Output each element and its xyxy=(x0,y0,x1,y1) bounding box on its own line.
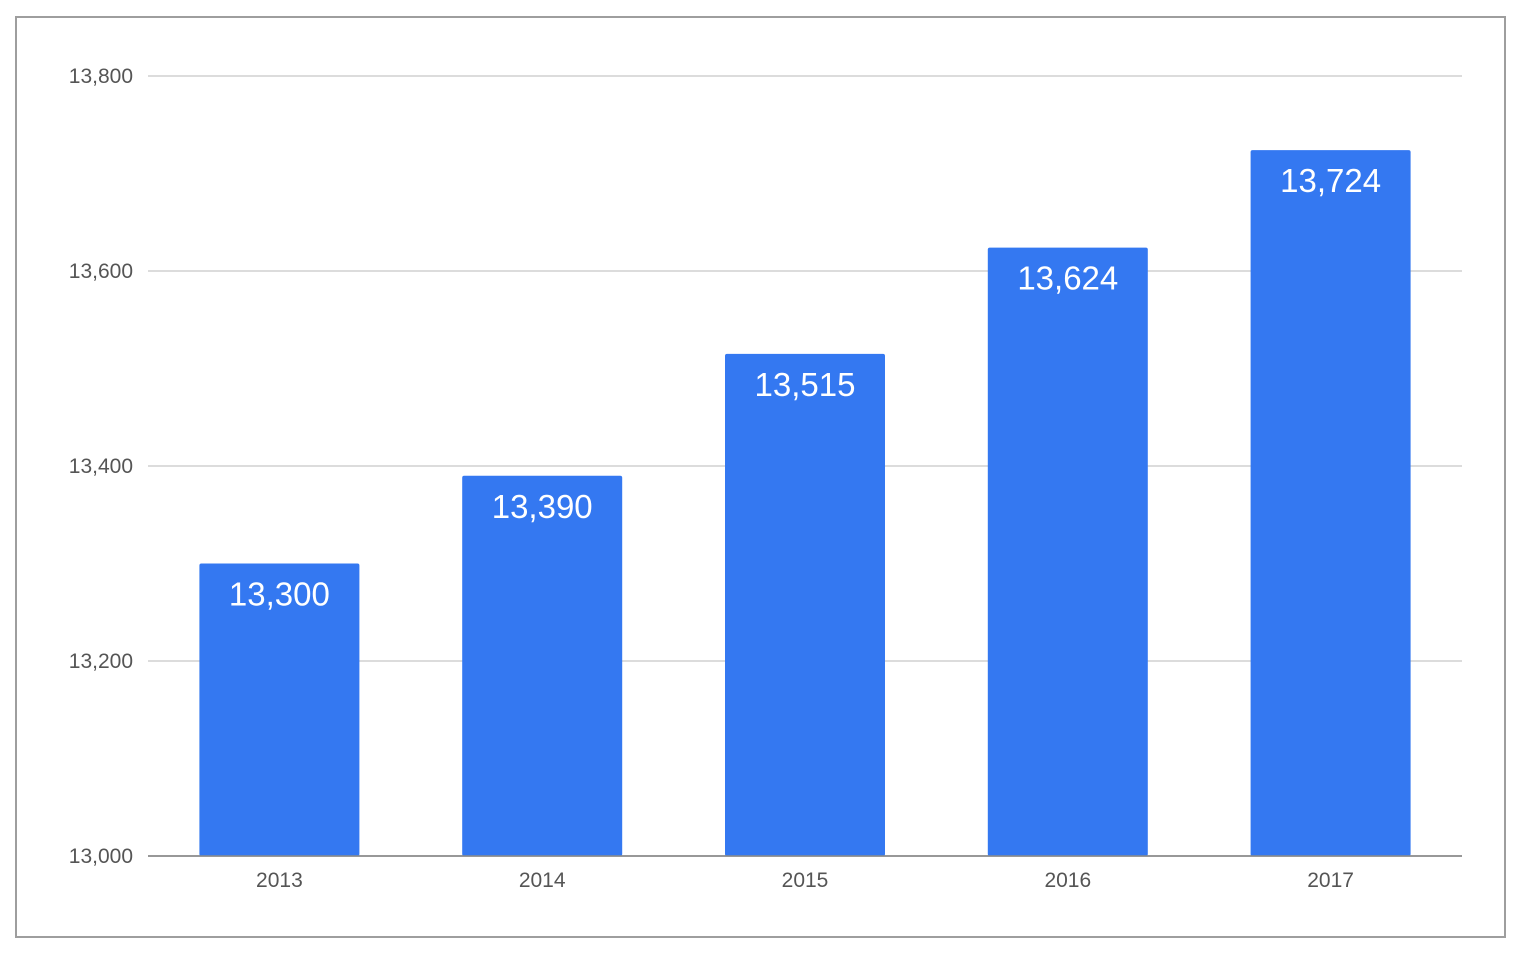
data-label-2016: 13,624 xyxy=(1017,260,1118,297)
data-label-2017: 13,724 xyxy=(1280,162,1381,199)
x-axis-ticks: 2013 2014 2015 2016 2017 xyxy=(256,869,1354,892)
x-tick-label-2017: 2017 xyxy=(1307,869,1354,892)
y-axis-ticks: 13,000 13,200 13,400 13,600 13,800 xyxy=(69,65,133,868)
x-tick-label-2016: 2016 xyxy=(1044,869,1091,892)
y-tick-label: 13,400 xyxy=(69,455,133,478)
bars xyxy=(199,150,1411,857)
data-label-2015: 13,515 xyxy=(755,366,856,403)
bar-2013 xyxy=(199,563,360,856)
bar-2017 xyxy=(1250,150,1411,857)
y-tick-label: 13,600 xyxy=(69,260,133,283)
bar-2016 xyxy=(987,247,1148,857)
y-tick-label: 13,800 xyxy=(69,65,133,88)
y-tick-label: 13,000 xyxy=(69,845,133,868)
x-tick-label-2013: 2013 xyxy=(256,869,303,892)
bar-2015 xyxy=(725,353,885,856)
data-label-2014: 13,390 xyxy=(492,488,593,525)
y-tick-label: 13,200 xyxy=(69,650,133,673)
data-label-2013: 13,300 xyxy=(229,576,330,613)
x-tick-label-2015: 2015 xyxy=(782,869,829,892)
data-labels: 13,300 13,390 13,515 13,624 13,724 xyxy=(148,162,1462,857)
bar-2014 xyxy=(462,475,623,856)
x-tick-label-2014: 2014 xyxy=(519,869,566,892)
